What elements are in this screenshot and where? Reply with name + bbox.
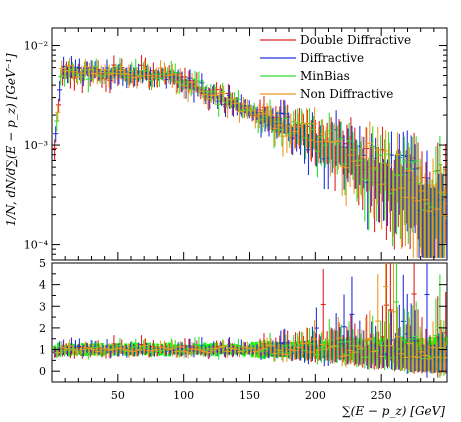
axes: 50 100 150 200 250 10⁻² 10⁻³ 10⁻⁴ 0 1 2 3 4 5 [24, 28, 447, 402]
ratio-tick-label: 5 [39, 257, 46, 270]
ratio-tick-label: 1 [39, 344, 46, 357]
ratio-tick-label: 0 [39, 365, 46, 378]
x-tick-label: 150 [239, 389, 260, 402]
legend-label-minbias: MinBias [300, 69, 350, 83]
x-tick-label: 250 [371, 389, 392, 402]
legend-label-double-diffractive: Double Diffractive [300, 33, 411, 47]
y-axis-label: 1/N, dN/d∑(E − p_z) [GeV⁻¹] [4, 53, 18, 226]
x-tick-label: 100 [173, 389, 194, 402]
y-tick-label: 10⁻² [24, 40, 48, 53]
legend-label-diffractive: Diffractive [300, 51, 364, 65]
x-tick-label: 200 [305, 389, 326, 402]
ratio-tick-label: 4 [39, 279, 46, 292]
legend-label-non-diffractive: Non Diffractive [300, 87, 393, 101]
y-tick-label: 10⁻³ [24, 139, 48, 152]
ratio-tick-label: 2 [39, 322, 46, 335]
x-tick-label: 50 [111, 389, 125, 402]
y-tick-label: 10⁻⁴ [24, 239, 49, 252]
ratio-tick-label: 3 [39, 300, 46, 313]
x-axis-label: ∑(E − p_z) [GeV] [342, 404, 445, 418]
ratio-plot-points [52, 263, 447, 378]
main-plot-points [52, 55, 447, 258]
legend: Double Diffractive Diffractive MinBias N… [260, 33, 411, 101]
